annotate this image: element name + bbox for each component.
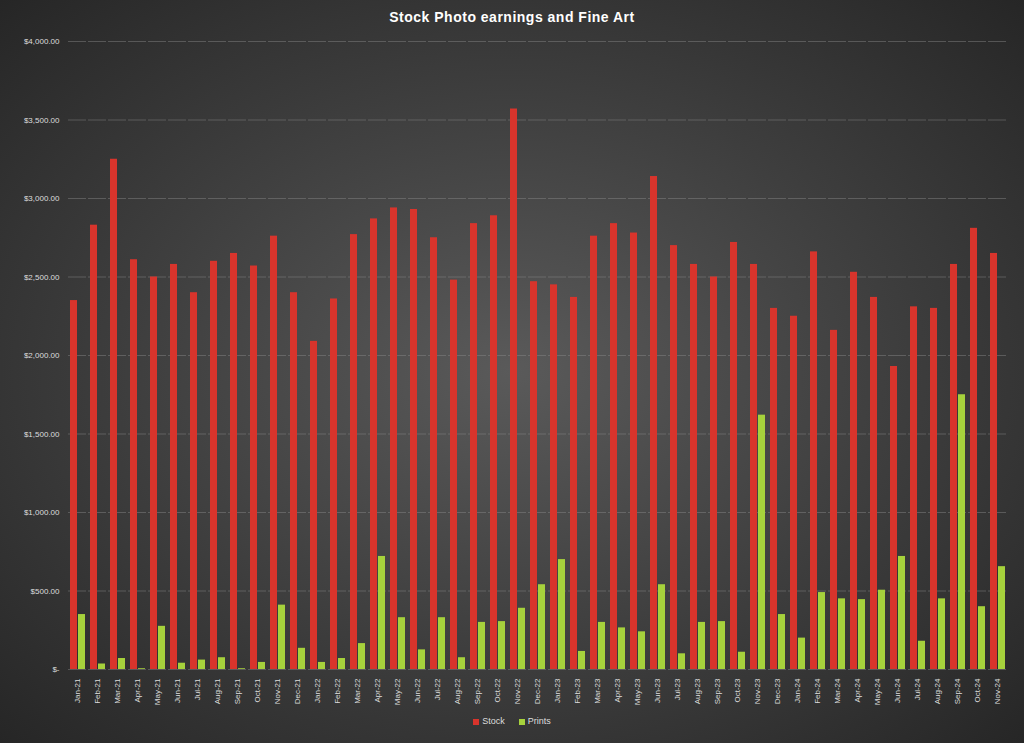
svg-text:Jun-21: Jun-21: [173, 678, 182, 703]
svg-text:Nov-22: Nov-22: [513, 678, 522, 704]
svg-text:Sep-21: Sep-21: [233, 678, 242, 704]
svg-text:Oct-22: Oct-22: [493, 678, 502, 703]
svg-text:Jun-22: Jun-22: [413, 678, 422, 703]
svg-text:$2,500.00: $2,500.00: [24, 273, 60, 282]
svg-text:Aug-21: Aug-21: [213, 678, 222, 704]
svg-text:$2,000.00: $2,000.00: [24, 351, 60, 360]
svg-text:$1,000.00: $1,000.00: [24, 508, 60, 517]
svg-text:$1,500.00: $1,500.00: [24, 430, 60, 439]
svg-text:Oct-21: Oct-21: [253, 678, 262, 703]
svg-text:Nov-21: Nov-21: [273, 678, 282, 704]
svg-text:Sep-23: Sep-23: [713, 678, 722, 704]
svg-text:Jul-21: Jul-21: [193, 678, 202, 700]
svg-text:Aug-24: Aug-24: [933, 678, 942, 704]
svg-text:Feb-24: Feb-24: [813, 678, 822, 704]
svg-text:Jul-24: Jul-24: [913, 678, 922, 700]
svg-text:Jan-22: Jan-22: [313, 678, 322, 703]
svg-text:Sep-24: Sep-24: [953, 678, 962, 704]
svg-text:May-23: May-23: [633, 678, 642, 705]
svg-text:Mar-24: Mar-24: [833, 678, 842, 704]
svg-text:Jun-23: Jun-23: [653, 678, 662, 703]
svg-text:Jul-23: Jul-23: [673, 678, 682, 700]
html-text:Stock Photo earnings and Fine: Stock Photo earnings and Fine Art: [389, 9, 635, 25]
svg-text:$-: $-: [52, 665, 59, 674]
svg-text:Feb-21: Feb-21: [93, 678, 102, 704]
svg-text:$3,000.00: $3,000.00: [24, 194, 60, 203]
svg-text:Mar-21: Mar-21: [113, 678, 122, 704]
svg-text:$3,500.00: $3,500.00: [24, 116, 60, 125]
html-text:Prints: Prints: [527, 716, 551, 726]
svg-text:May-21: May-21: [153, 678, 162, 705]
svg-text:$4,000.00: $4,000.00: [24, 37, 60, 46]
svg-text:May-22: May-22: [393, 678, 402, 705]
svg-text:Mar-23: Mar-23: [593, 678, 602, 704]
svg-text:Jan-24: Jan-24: [793, 678, 802, 703]
svg-text:Dec-21: Dec-21: [293, 678, 302, 704]
svg-text:Apr-22: Apr-22: [373, 678, 382, 703]
svg-text:Feb-23: Feb-23: [573, 678, 582, 704]
svg-text:Jun-24: Jun-24: [893, 678, 902, 703]
svg-text:Nov-23: Nov-23: [753, 678, 762, 704]
svg-text:Jan-23: Jan-23: [553, 678, 562, 703]
html-text:Stock: Stock: [482, 716, 505, 726]
svg-text:Sep-22: Sep-22: [473, 678, 482, 704]
svg-text:Dec-22: Dec-22: [533, 678, 542, 704]
svg-text:Apr-24: Apr-24: [853, 678, 862, 703]
svg-text:Oct-23: Oct-23: [733, 678, 742, 703]
svg-text:Aug-22: Aug-22: [453, 678, 462, 704]
svg-text:Jan-21: Jan-21: [73, 678, 82, 703]
svg-text:Apr-23: Apr-23: [613, 678, 622, 703]
svg-text:Oct-24: Oct-24: [973, 678, 982, 703]
svg-text:Aug-23: Aug-23: [693, 678, 702, 704]
svg-text:Feb-22: Feb-22: [333, 678, 342, 704]
svg-text:Jul-22: Jul-22: [433, 678, 442, 700]
svg-text:$500.00: $500.00: [31, 587, 60, 596]
svg-text:Dec-23: Dec-23: [773, 678, 782, 704]
svg-text:Nov-24: Nov-24: [993, 678, 1002, 704]
svg-text:Apr-21: Apr-21: [133, 678, 142, 703]
svg-text:Mar-22: Mar-22: [353, 678, 362, 704]
svg-text:May-24: May-24: [873, 678, 882, 705]
